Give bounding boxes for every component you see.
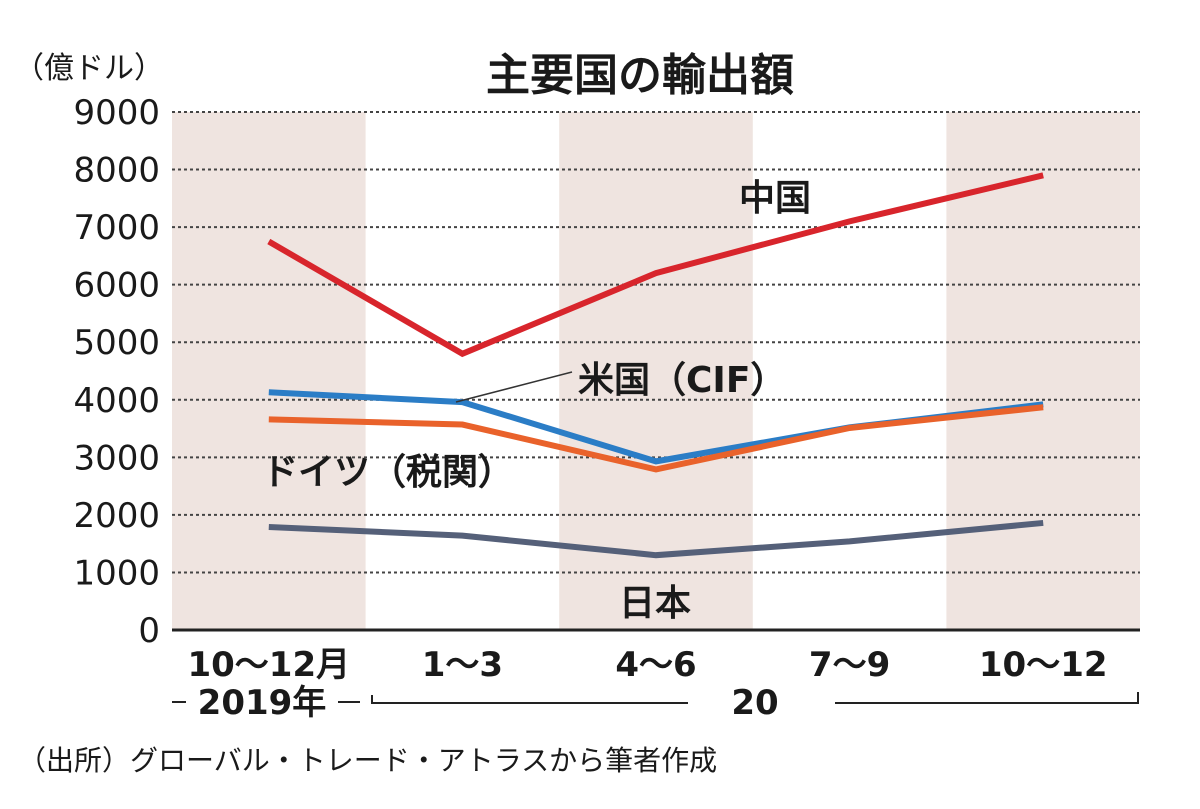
series-label-germany: ドイツ（税関） [262,452,514,493]
x-tick-label: 10〜12月 [187,645,350,685]
year-label-2019: 2019年 [198,683,327,723]
y-tick-label: 3000 [73,438,160,478]
x-tick-label: 1〜3 [422,645,503,685]
series-label-japan: 日本 [619,583,691,624]
y-tick-label: 0 [138,611,160,651]
y-tick-label: 4000 [73,381,160,421]
y-axis-ticks: 0 1000 2000 3000 4000 5000 6000 7000 8000 9000 [73,93,160,651]
unit-label: （億ドル） [14,51,164,86]
x-axis-ticks: 10〜12月 1〜3 4〜6 7〜9 10〜12 [187,645,1107,685]
series-label-us: 米国（CIF） [578,360,786,401]
y-tick-label: 2000 [73,496,160,536]
year-label-2020: 20 [731,683,778,723]
y-tick-label: 7000 [73,208,160,248]
us-leader-line [456,372,572,402]
chart-title: 主要国の輸出額 [486,50,794,101]
y-tick-label: 1000 [73,553,160,593]
y-tick-label: 5000 [73,323,160,363]
x-tick-label: 10〜12 [979,645,1108,685]
x-tick-label: 4〜6 [615,645,696,685]
source-note: （出所）グローバル・トレード・アトラスから筆者作成 [18,744,717,777]
year-brackets: 2019年 20 [172,683,1138,723]
band-0 [172,112,366,630]
x-tick-label: 7〜9 [809,645,890,685]
series-label-china: 中国 [739,178,811,219]
y-tick-label: 6000 [73,266,160,306]
y-tick-label: 8000 [73,151,160,191]
y-tick-label: 9000 [73,93,160,133]
